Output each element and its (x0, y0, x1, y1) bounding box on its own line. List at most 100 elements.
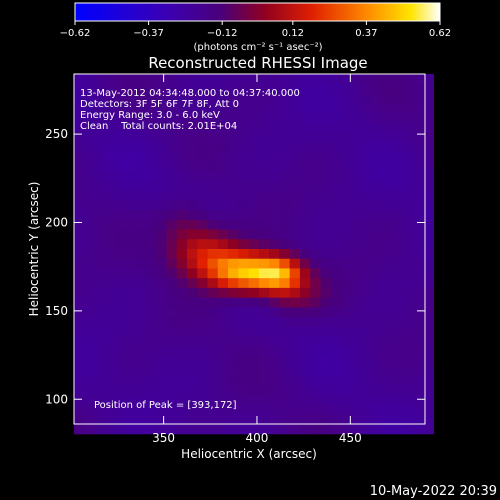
heatmap-cell (330, 200, 342, 211)
heatmap-cell (289, 394, 301, 406)
heatmap-cell (412, 414, 424, 425)
heatmap-cell (299, 297, 311, 308)
heatmap-cell (392, 258, 404, 270)
heatmap-cell (299, 74, 311, 85)
heatmap-cell (310, 161, 322, 172)
heatmap-cell (423, 142, 434, 153)
heatmap-cell (84, 317, 96, 328)
heatmap-cell (135, 336, 147, 347)
heatmap-cell (145, 239, 157, 250)
heatmap-cell (84, 103, 96, 114)
heatmap-cell (115, 287, 126, 299)
heatmap-cell (74, 287, 85, 299)
heatmap-cell (269, 210, 280, 221)
heatmap-cell (361, 93, 373, 104)
heatmap-cell (392, 93, 404, 104)
heatmap-cell (176, 249, 188, 260)
heatmap-cell (269, 74, 280, 85)
heatmap-cell (84, 229, 96, 240)
heatmap-cell (125, 365, 137, 376)
heatmap-cell (104, 239, 116, 250)
heatmap-cell (156, 355, 168, 367)
heatmap-cell (330, 297, 342, 308)
heatmap-cell (115, 151, 126, 163)
heatmap-cell (217, 132, 229, 143)
heatmap-cell (340, 317, 352, 328)
heatmap-cell (238, 249, 250, 260)
heatmap-cell (74, 210, 85, 221)
heatmap-cell (228, 414, 239, 425)
heatmap-cell (238, 424, 250, 435)
heatmap-cell (84, 336, 96, 347)
heatmap-cell (361, 287, 373, 299)
heatmap-cell (156, 375, 168, 386)
heatmap-cell (248, 239, 260, 250)
heatmap-cell (412, 142, 424, 153)
heatmap-cell (392, 249, 404, 260)
heatmap-cell (340, 307, 352, 318)
heatmap-cell (228, 122, 239, 133)
heatmap-cell (74, 93, 85, 104)
heatmap-cell (94, 258, 106, 270)
heatmap-cell (258, 151, 270, 163)
heatmap-cell (248, 74, 260, 85)
heatmap-cell (166, 394, 178, 406)
heatmap-cell (320, 404, 332, 415)
heatmap-cell (115, 278, 126, 289)
heatmap-cell (392, 229, 404, 240)
heatmap-cell (217, 93, 229, 104)
heatmap-cell (351, 355, 363, 367)
heatmap-cell (371, 278, 383, 289)
heatmap-cell (176, 112, 188, 124)
heatmap-cell (238, 219, 250, 231)
heatmap-cell (115, 122, 126, 133)
heatmap-cell (310, 336, 322, 347)
heatmap-cell (228, 394, 239, 406)
heatmap-cell (228, 385, 239, 396)
heatmap-cell (361, 258, 373, 270)
heatmap-cell (258, 317, 270, 328)
heatmap-cell (351, 317, 363, 328)
heatmap-cell (186, 210, 198, 221)
heatmap-cell (371, 180, 383, 192)
heatmap-cell (228, 424, 239, 435)
heatmap-cell (351, 297, 363, 308)
heatmap-cell (207, 346, 219, 357)
heatmap-cell (361, 385, 373, 396)
heatmap-cell (340, 365, 352, 376)
heatmap-cell (371, 346, 383, 357)
heatmap-cell (94, 365, 106, 376)
heatmap-cell (412, 229, 424, 240)
heatmap-cell (289, 414, 301, 425)
heatmap-cell (310, 424, 322, 435)
heatmap-cell (176, 307, 188, 318)
heatmap-cell (115, 132, 126, 143)
heatmap-cell (258, 385, 270, 396)
heatmap-cell (371, 375, 383, 386)
heatmap-cell (207, 394, 219, 406)
heatmap-cell (279, 297, 291, 308)
heatmap-cell (258, 355, 270, 367)
heatmap-cell (217, 239, 229, 250)
heatmap-cell (423, 258, 434, 270)
heatmap-cell (299, 180, 311, 192)
heatmap-cell (74, 385, 85, 396)
heatmap-cell (217, 394, 229, 406)
heatmap-cell (402, 171, 414, 182)
heatmap-cell (289, 268, 301, 279)
heatmap-cell (351, 268, 363, 279)
heatmap-cell (258, 287, 270, 299)
heatmap-cell (74, 346, 85, 357)
heatmap-cell (135, 219, 147, 231)
heatmap-cell (145, 297, 157, 308)
heatmap-cell (382, 297, 393, 308)
heatmap-cell (392, 210, 404, 221)
heatmap-cell (330, 268, 342, 279)
heatmap-cell (320, 180, 332, 192)
heatmap-cell (238, 83, 250, 95)
heatmap-cell (412, 336, 424, 347)
heatmap-cell (392, 287, 404, 299)
heatmap-cell (115, 210, 126, 221)
heatmap-cell (258, 258, 270, 270)
